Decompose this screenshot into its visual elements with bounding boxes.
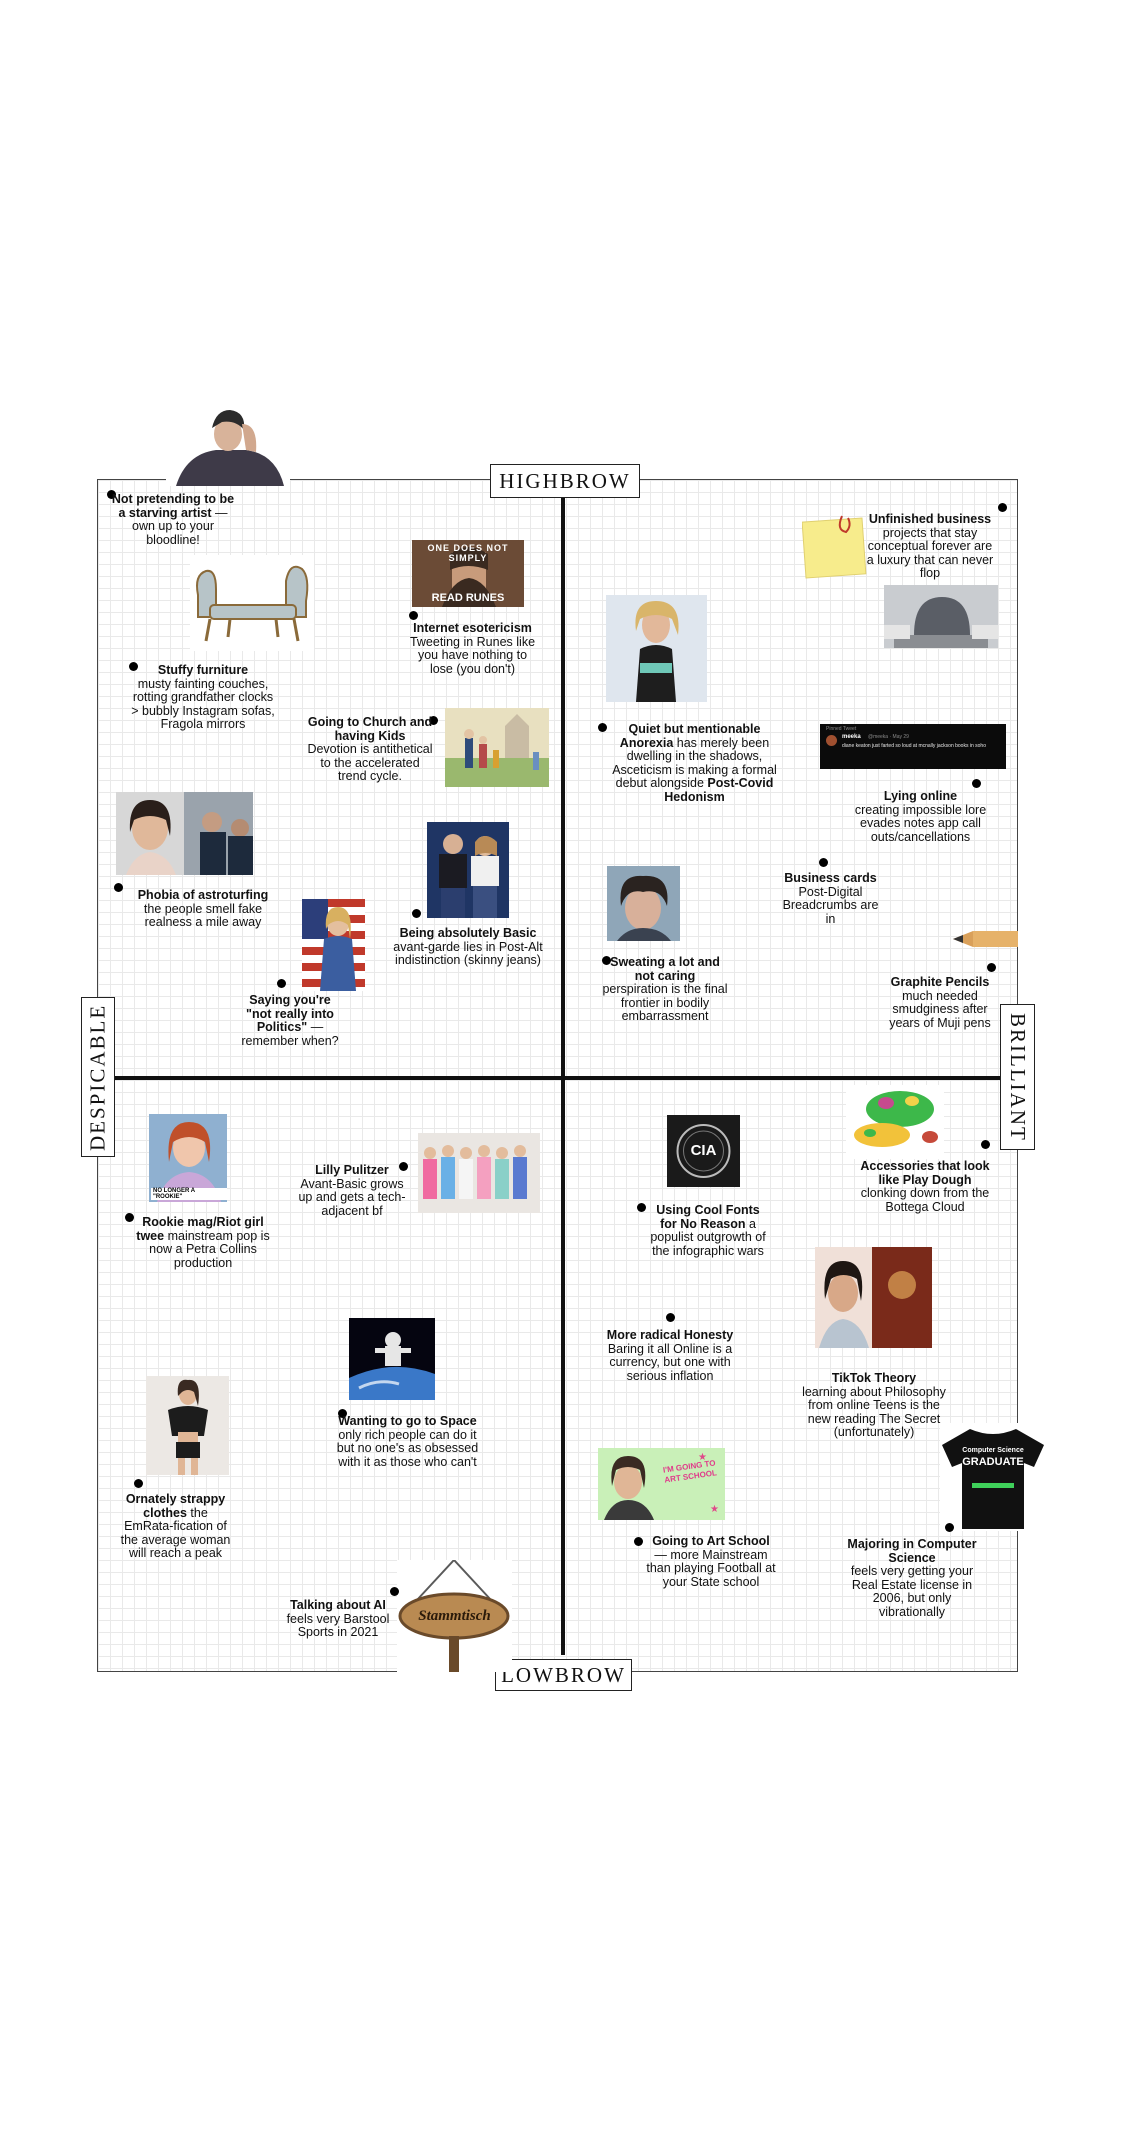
- fainting-couch-image: [190, 555, 314, 651]
- point-internet-esotericism: [409, 611, 418, 620]
- point-astroturfing: [114, 883, 123, 892]
- point-computer-science: [945, 1523, 954, 1532]
- item-business-cards: Business cards Post-Digital Breadcrumbs a…: [782, 871, 879, 926]
- politics-flag-image: [302, 899, 365, 991]
- svg-text:★: ★: [710, 1504, 719, 1515]
- axis-label-highbrow: HIGHBROW: [490, 464, 640, 498]
- item-starving-artist: Not pretending to be a starving artist —…: [111, 492, 235, 547]
- point-not-into-politics: [277, 979, 286, 988]
- pencil-image: [951, 921, 1018, 957]
- cs-graduate-shirt-image: Computer Science GRADUATE: [940, 1423, 1046, 1531]
- point-strappy-clothes: [134, 1479, 143, 1488]
- item-not-into-politics: Saying you're "not really into Politics"…: [241, 993, 339, 1048]
- runes-meme-image: ONE DOES NOT SIMPLY READ RUNES: [412, 540, 524, 607]
- tweet-name: meeka: [842, 734, 861, 740]
- axis-label-despicable: DESPICABLE: [81, 997, 115, 1157]
- point-lying-online: [972, 779, 981, 788]
- point-absolutely-basic: [412, 909, 421, 918]
- point-going-to-church: [429, 716, 438, 725]
- axis-label-brilliant: BRILLIANT: [1000, 1004, 1035, 1150]
- lilly-pulitzer-image: [418, 1133, 540, 1213]
- rookie-mag-image: NO LONGER A "ROOKIE": [149, 1114, 227, 1202]
- strappy-clothes-photo: [146, 1376, 229, 1475]
- dome-building-image: [884, 585, 998, 648]
- item-quiet-anorexia: Quiet but mentionable Anorexia has merel…: [612, 722, 777, 804]
- meme-top-text: ONE DOES NOT SIMPLY: [427, 543, 509, 563]
- meme-bottom-text: READ RUNES: [431, 592, 505, 604]
- point-rookie-mag: [125, 1213, 134, 1222]
- tweet-header: Pinned Tweet: [826, 726, 857, 732]
- point-radical-honesty: [666, 1313, 675, 1322]
- item-astroturfing: Phobia of astroturfing the people smell f…: [137, 888, 269, 929]
- point-cool-fonts: [637, 1203, 646, 1212]
- item-art-school: Going to Art School — more Mainstream th…: [646, 1534, 776, 1589]
- svg-text:★: ★: [698, 1452, 707, 1463]
- anorexia-photo: [606, 595, 707, 702]
- tweet-handle: @meeka · May 29: [868, 734, 909, 740]
- cia-logo-image: CIA: [667, 1115, 740, 1187]
- point-sweating: [602, 956, 611, 965]
- item-play-dough: Accessories that look like Play Dough clo…: [860, 1159, 990, 1214]
- art-school-image: ★ ★ I'M GOING TO ART SCHOOL: [598, 1448, 725, 1520]
- point-talking-ai: [390, 1587, 399, 1596]
- point-play-dough: [981, 1140, 990, 1149]
- point-stuffy-furniture: [129, 662, 138, 671]
- basic-celebs-image: [427, 822, 509, 918]
- item-lying-online: Lying online creating impossible lore eva…: [854, 789, 987, 844]
- item-graphite-pencils: Graphite Pencils much needed smudginess a…: [889, 975, 991, 1030]
- item-rookie-mag: Rookie mag/Riot girl twee mainstream pop…: [136, 1215, 270, 1270]
- rookie-caption: NO LONGER A "ROOKIE": [151, 1188, 227, 1200]
- item-talking-ai: Talking about AI feels very Barstool Spor…: [286, 1598, 390, 1639]
- tiktok-theory-image: [815, 1247, 932, 1348]
- point-graphite-pencils: [987, 963, 996, 972]
- item-unfinished-business: Unfinished business projects that stay co…: [866, 512, 994, 580]
- item-computer-science: Majoring in Computer Science feels very g…: [847, 1537, 977, 1619]
- tweet-avatar: [826, 735, 837, 746]
- item-sweating: Sweating a lot and not caring perspiratio…: [602, 955, 728, 1023]
- church-family-image: [445, 708, 549, 787]
- tweet-screenshot: Pinned Tweet meeka @meeka · May 29 diane…: [820, 724, 1006, 769]
- item-strappy-clothes: Ornately strappy clothes the EmRata-fica…: [120, 1492, 231, 1560]
- point-unfinished-business: [998, 503, 1007, 512]
- play-dough-accessory-image: [846, 1085, 944, 1159]
- point-lilly-pulitzer: [399, 1162, 408, 1171]
- item-radical-honesty: More radical Honesty Baring it all Online…: [606, 1328, 734, 1383]
- point-starving-artist: [107, 490, 116, 499]
- sticky-note-image: [802, 514, 868, 581]
- artist-photo: [166, 404, 290, 486]
- sweating-photo: [607, 866, 680, 941]
- point-space: [338, 1409, 347, 1418]
- item-internet-esotericism: Internet esotericism Tweeting in Runes li…: [409, 621, 536, 676]
- shirt-line2: GRADUATE: [962, 1456, 1024, 1468]
- point-art-school: [634, 1537, 643, 1546]
- point-business-cards: [819, 858, 828, 867]
- axis-label-lowbrow: LOWBROW: [495, 1659, 632, 1691]
- point-quiet-anorexia: [598, 723, 607, 732]
- sign-text: Stammtisch: [418, 1608, 491, 1624]
- astronaut-image: [349, 1318, 435, 1400]
- stammtisch-sign-image: Stammtisch: [397, 1560, 512, 1672]
- shirt-line1: Computer Science: [962, 1447, 1024, 1454]
- item-going-to-church: Going to Church and having Kids Devotion …: [307, 715, 433, 783]
- horizontal-axis: [114, 1076, 1007, 1080]
- item-space: Wanting to go to Space only rich people …: [336, 1414, 479, 1469]
- item-stuffy-furniture: Stuffy furniture musty fainting couches, …: [131, 663, 275, 731]
- astroturfing-image: [116, 792, 253, 875]
- tweet-text: diane keaton just farted so loud at mcna…: [842, 743, 986, 749]
- item-absolutely-basic: Being absolutely Basic avant-garde lies i…: [393, 926, 543, 967]
- item-cool-fonts: Using Cool Fonts for No Reason a populis…: [650, 1203, 766, 1258]
- item-tiktok-theory: TikTok Theory learning about Philosophy f…: [802, 1371, 946, 1439]
- quadrant-chart: [97, 479, 1018, 1672]
- cia-text: CIA: [690, 1142, 717, 1159]
- item-lilly-pulitzer: Lilly Pulitzer Avant-Basic grows up and g…: [298, 1163, 406, 1218]
